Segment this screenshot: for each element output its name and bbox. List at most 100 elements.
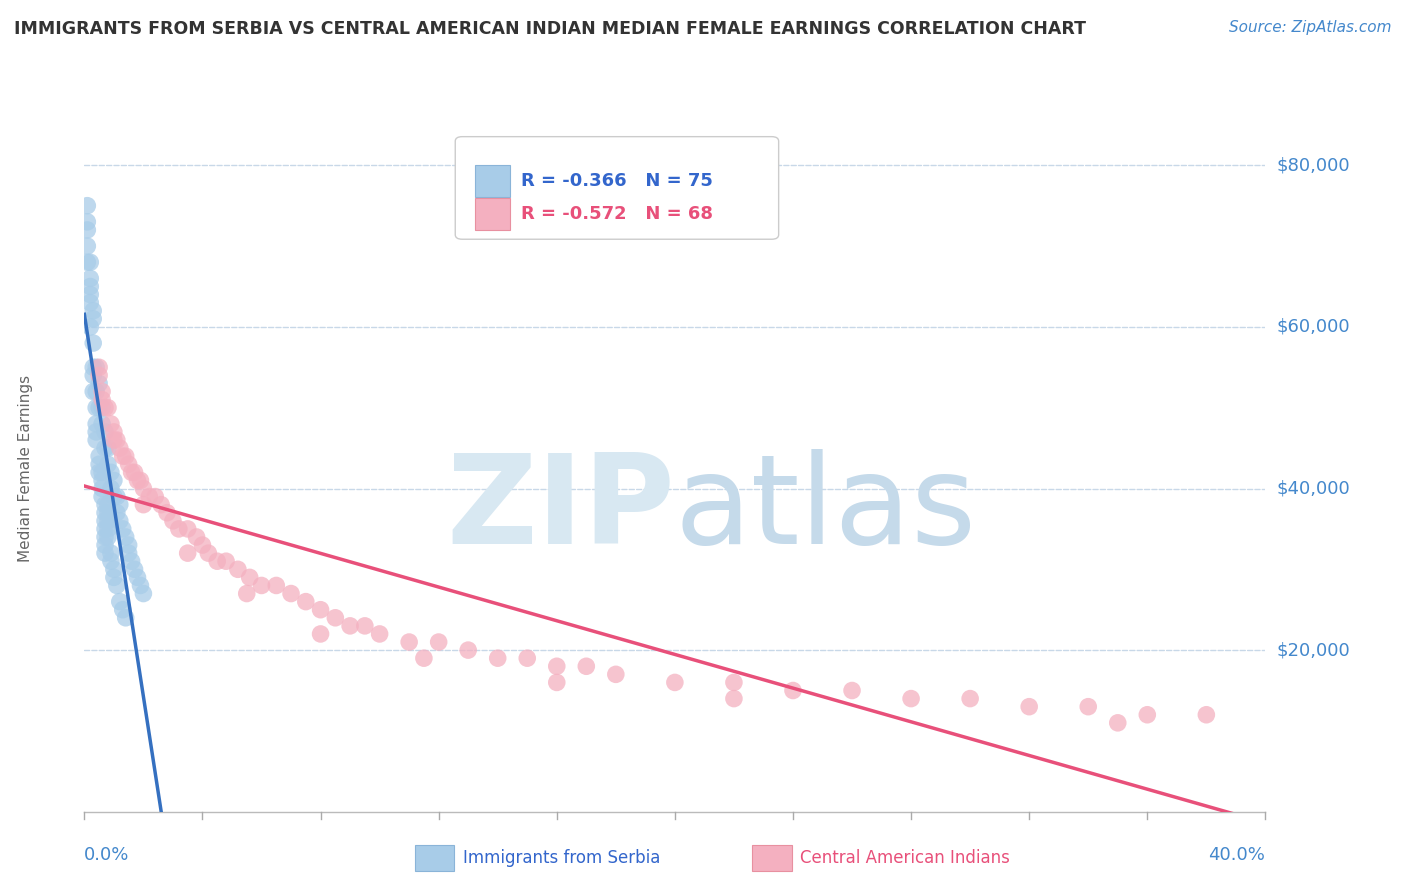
Point: [129, 474, 152, 488]
Point: [516, 651, 538, 665]
Point: [103, 474, 125, 488]
Point: [191, 538, 214, 552]
Point: [97, 514, 120, 528]
Point: [94, 514, 117, 528]
Point: [94, 506, 117, 520]
Point: [900, 691, 922, 706]
Point: [841, 683, 863, 698]
Point: [79, 319, 101, 334]
Point: [94, 425, 117, 439]
Point: [121, 466, 143, 480]
Point: [723, 675, 745, 690]
Point: [91, 417, 114, 431]
Text: Immigrants from Serbia: Immigrants from Serbia: [463, 849, 661, 867]
Point: [87, 368, 111, 383]
Text: $40,000: $40,000: [1277, 480, 1350, 498]
Point: [79, 279, 101, 293]
Point: [124, 466, 146, 480]
Point: [108, 594, 131, 608]
Point: [156, 506, 179, 520]
Point: [97, 401, 120, 415]
Text: IMMIGRANTS FROM SERBIA VS CENTRAL AMERICAN INDIAN MEDIAN FEMALE EARNINGS CORRELA: IMMIGRANTS FROM SERBIA VS CENTRAL AMERIC…: [14, 20, 1085, 37]
Point: [486, 651, 509, 665]
Point: [186, 530, 208, 544]
Point: [87, 466, 111, 480]
Point: [91, 490, 114, 504]
Point: [177, 522, 200, 536]
Point: [1077, 699, 1099, 714]
Point: [782, 683, 804, 698]
Point: [295, 594, 318, 608]
Point: [546, 659, 568, 673]
Point: [97, 441, 120, 455]
Point: [114, 611, 136, 625]
Point: [103, 570, 125, 584]
Point: [1136, 707, 1159, 722]
Point: [100, 466, 122, 480]
Point: [94, 546, 117, 560]
Point: [143, 490, 166, 504]
Point: [546, 675, 568, 690]
Point: [76, 239, 98, 253]
Point: [1195, 707, 1218, 722]
Point: [103, 490, 125, 504]
Point: [111, 449, 134, 463]
Point: [94, 401, 117, 415]
Point: [100, 554, 122, 568]
Point: [82, 336, 104, 351]
Point: [79, 271, 101, 285]
Point: [91, 466, 114, 480]
Point: [457, 643, 479, 657]
Point: [91, 474, 114, 488]
Text: atlas: atlas: [675, 449, 977, 570]
Point: [127, 474, 149, 488]
Text: $80,000: $80,000: [1277, 156, 1350, 174]
Point: [114, 449, 136, 463]
Point: [235, 586, 259, 600]
Point: [79, 295, 101, 310]
Point: [91, 384, 114, 399]
Point: [91, 392, 114, 407]
Point: [215, 554, 238, 568]
Point: [87, 376, 111, 391]
Point: [114, 530, 136, 544]
Point: [103, 425, 125, 439]
Point: [205, 554, 228, 568]
Point: [108, 498, 131, 512]
Point: [368, 627, 391, 641]
Point: [79, 287, 101, 301]
Point: [82, 360, 104, 375]
Point: [129, 578, 152, 592]
Point: [309, 603, 332, 617]
Point: [177, 546, 200, 560]
Point: [132, 498, 155, 512]
Text: $60,000: $60,000: [1277, 318, 1350, 336]
Text: R = -0.366   N = 75: R = -0.366 N = 75: [522, 172, 713, 190]
Point: [82, 303, 104, 318]
Point: [91, 482, 114, 496]
Text: R = -0.572   N = 68: R = -0.572 N = 68: [522, 205, 713, 223]
Point: [94, 530, 117, 544]
Point: [97, 498, 120, 512]
Point: [605, 667, 627, 681]
Point: [103, 433, 125, 447]
Point: [132, 586, 155, 600]
Point: [87, 360, 111, 375]
Point: [100, 546, 122, 560]
Point: [427, 635, 450, 649]
Point: [118, 546, 141, 560]
Point: [82, 384, 104, 399]
Point: [127, 570, 149, 584]
Point: [105, 490, 128, 504]
Point: [575, 659, 598, 673]
Point: [103, 562, 125, 576]
Point: [76, 215, 98, 229]
Point: [959, 691, 981, 706]
Text: $20,000: $20,000: [1277, 641, 1350, 659]
Point: [97, 530, 120, 544]
Text: 0.0%: 0.0%: [84, 846, 129, 863]
Point: [76, 255, 98, 269]
Point: [97, 457, 120, 471]
Point: [100, 417, 122, 431]
Point: [723, 691, 745, 706]
